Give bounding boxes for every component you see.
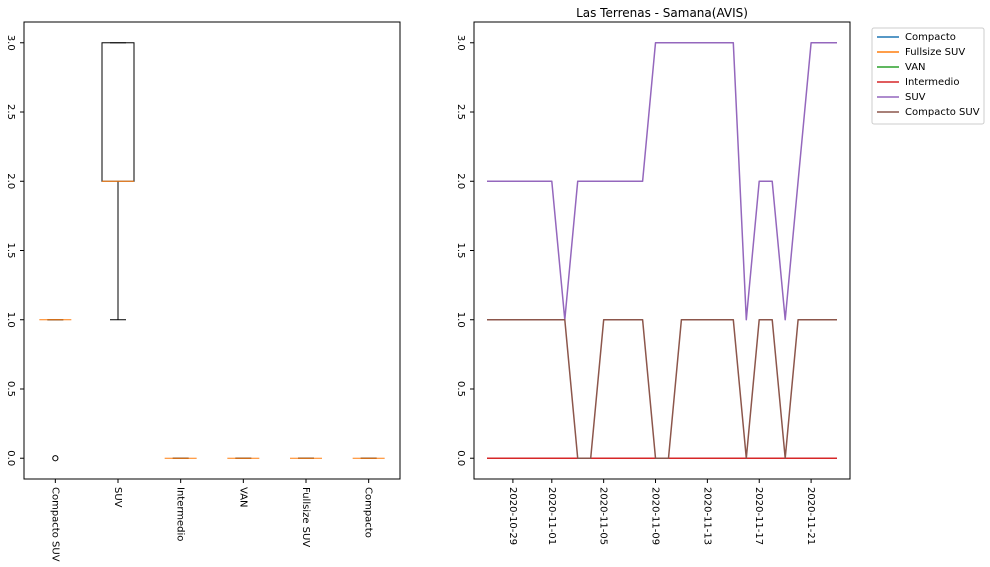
x-tick-label: Intermedio — [175, 487, 186, 541]
y-tick-label: 3.0 — [5, 35, 16, 51]
x-tick-label: 2020-10-29 — [507, 487, 518, 545]
legend-label: Fullsize SUV — [905, 47, 965, 58]
outlier-point — [52, 455, 59, 462]
y-tick-label: 2.5 — [455, 104, 466, 120]
legend-label: VAN — [905, 62, 926, 73]
x-tick-label: 2020-11-05 — [598, 487, 609, 545]
x-tick-label: 2020-11-13 — [701, 487, 712, 545]
y-tick-label: 2.5 — [5, 104, 16, 120]
y-tick-label: 3.0 — [455, 35, 466, 51]
y-tick-label: 1.0 — [455, 312, 466, 328]
series-line-suv — [487, 42, 837, 321]
legend-label: SUV — [905, 92, 926, 103]
chart-title: Las Terrenas - Samana(AVIS) — [576, 6, 748, 20]
y-tick-label: 1.5 — [455, 243, 466, 259]
legend-label: Compacto — [905, 32, 956, 43]
x-tick-label: 2020-11-21 — [805, 487, 816, 545]
y-tick-label: 1.0 — [5, 312, 16, 328]
legend-label: Intermedio — [905, 77, 959, 88]
boxplot-axes: 0.0 0.5 1.0 1.5 2.0 2.5 3.0 Compacto SUV SUV Inte… — [5, 21, 401, 562]
x-tick-label: SUV — [112, 487, 123, 508]
y-tick-label: 0.0 — [5, 450, 16, 466]
boxplot-frame — [23, 21, 401, 480]
box-suv — [101, 42, 135, 321]
y-tick-label: 0.5 — [455, 381, 466, 397]
x-tick-label: Fullsize SUV — [300, 487, 311, 547]
y-tick-label: 2.0 — [5, 173, 16, 189]
x-tick-label: Compacto SUV — [49, 487, 60, 562]
x-tick-label: VAN — [237, 487, 248, 508]
legend-label: Compacto SUV — [905, 107, 980, 118]
y-tick-label: 0.5 — [5, 381, 16, 397]
x-tick-label: Compacto — [363, 487, 374, 538]
box-compacto-suv — [39, 319, 72, 462]
legend-frame — [871, 27, 985, 125]
lineplot-axes: Las Terrenas - Samana(AVIS) 0.0 0.5 1.0 1.5… — [455, 6, 851, 545]
x-tick-label: 2020-11-17 — [753, 487, 764, 545]
series-line-compacto-suv — [487, 318, 837, 459]
x-tick-label: 2020-11-01 — [546, 487, 557, 545]
y-tick-label: 2.0 — [455, 173, 466, 189]
lineplot-frame — [473, 21, 851, 480]
x-tick-label: 2020-11-09 — [650, 487, 661, 545]
legend: Compacto Fullsize SUV VAN Intermedio SUV Comp… — [871, 27, 985, 125]
y-tick-label: 0.0 — [455, 450, 466, 466]
box-body — [101, 42, 135, 182]
y-tick-label: 1.5 — [5, 243, 16, 259]
